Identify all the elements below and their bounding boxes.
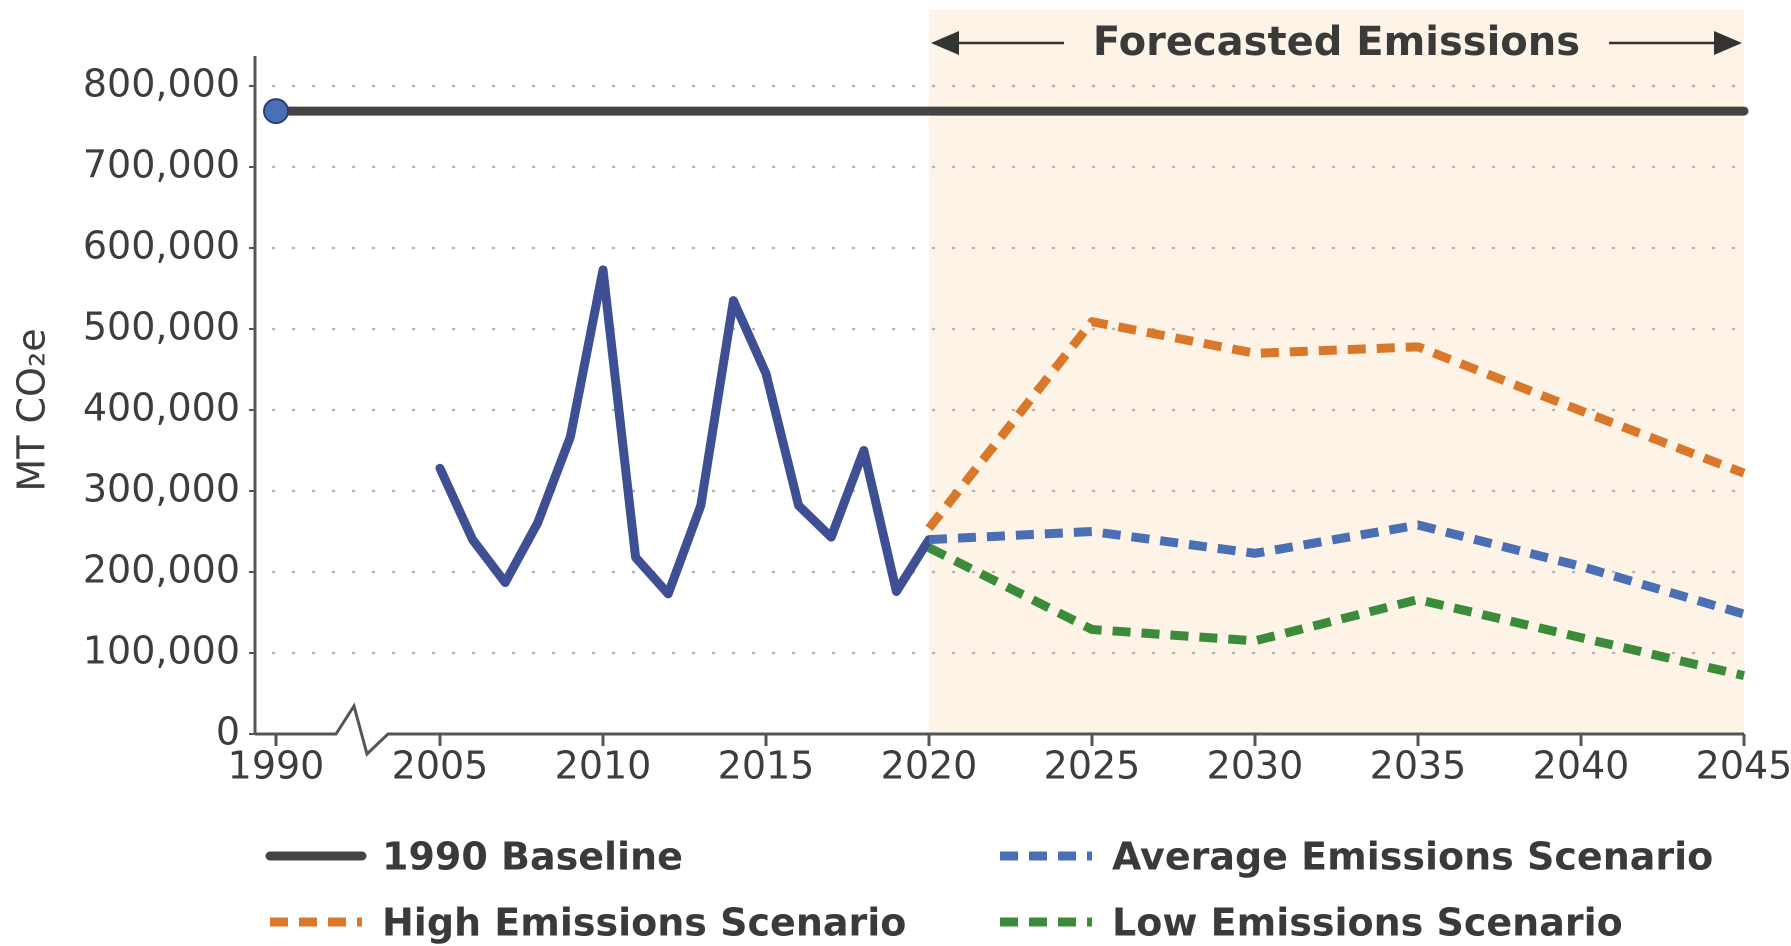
x-tick-label: 2030	[1207, 744, 1304, 788]
legend-label: 1990 Baseline	[382, 835, 683, 879]
legend-label: High Emissions Scenario	[382, 901, 906, 945]
y-tick-label: 200,000	[83, 548, 240, 592]
series-line	[926, 543, 1746, 681]
y-tick-label: 400,000	[83, 386, 240, 430]
x-tick-label: 2010	[555, 744, 652, 788]
y-tick-label: 800,000	[83, 62, 240, 106]
x-tick-label: 1990	[228, 744, 325, 788]
y-axis-label: MT CO₂e	[10, 328, 54, 491]
y-tick-label: 300,000	[83, 467, 240, 511]
x-tick-label: 2020	[881, 744, 978, 788]
x-tick-label: 2015	[718, 744, 815, 788]
y-tick-label: 700,000	[83, 143, 240, 187]
y-tick-label: 100,000	[83, 629, 240, 673]
series-line	[925, 317, 1746, 532]
x-tick-label: 2005	[392, 744, 489, 788]
y-tick-label: 500,000	[83, 305, 240, 349]
x-tick-label: 2045	[1696, 744, 1791, 788]
x-tick-label: 2035	[1370, 744, 1467, 788]
y-tick-label: 0	[216, 710, 240, 754]
baseline-marker	[263, 98, 289, 125]
series-line	[435, 265, 934, 599]
x-tick-label: 2040	[1533, 744, 1630, 788]
x-tick-label: 2025	[1044, 744, 1141, 788]
arrow-head-right	[1714, 31, 1742, 55]
y-tick-label: 600,000	[83, 224, 240, 268]
legend-label: Low Emissions Scenario	[1112, 901, 1623, 945]
series-line	[928, 520, 1746, 619]
x-axis	[255, 702, 1744, 757]
forecast-label: Forecasted Emissions	[1093, 19, 1580, 65]
forecast-region	[929, 10, 1744, 734]
legend-label: Average Emissions Scenario	[1112, 835, 1713, 879]
arrow-head-left	[931, 31, 959, 55]
